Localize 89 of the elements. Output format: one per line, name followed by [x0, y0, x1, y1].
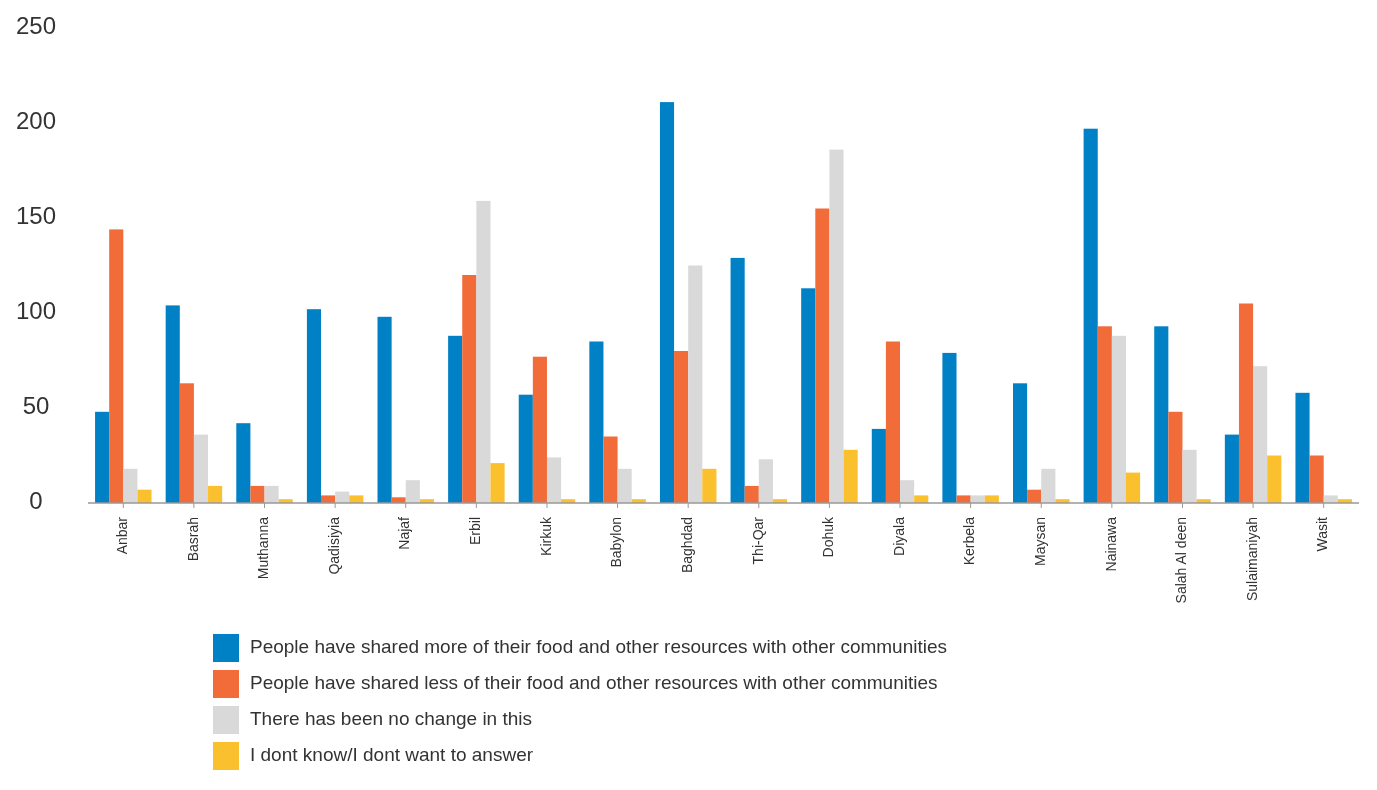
- legend-label: People have shared more of their food and other resources with other communities: [250, 636, 948, 658]
- bar: [871, 428, 886, 503]
- legend-label: There has been no change in this: [250, 708, 533, 730]
- bar: [1323, 495, 1338, 503]
- bar: [462, 275, 477, 503]
- bar: [208, 485, 223, 503]
- bar: [1041, 468, 1056, 503]
- bar: [349, 495, 364, 503]
- bar: [518, 394, 533, 503]
- bar: [829, 149, 844, 503]
- bar: [1125, 472, 1141, 503]
- bar: [744, 485, 759, 503]
- x-tick-label: Babylon: [608, 517, 625, 568]
- bar: [306, 309, 322, 503]
- bar: [532, 356, 547, 503]
- x-tick-label: Baghdad: [678, 517, 695, 574]
- bar: [95, 411, 110, 503]
- x-tick-label: Diyala: [890, 516, 907, 556]
- legend-label: I dont know/I dont want to answer: [250, 744, 534, 766]
- bar: [843, 449, 858, 503]
- legend-label: People have shared less of their food and other resources with other communities: [250, 672, 938, 694]
- bar: [165, 305, 180, 503]
- bar: [659, 102, 675, 503]
- x-tick-label: Thi-Qar: [749, 516, 766, 565]
- y-tick-label: 0: [29, 487, 43, 515]
- bar: [1154, 326, 1169, 503]
- bar: [193, 434, 209, 503]
- x-tick-label: Qadisiyia: [325, 516, 342, 575]
- bar: [1309, 455, 1324, 503]
- bar: [702, 468, 717, 503]
- x-tick-label: Nainawa: [1102, 516, 1119, 572]
- bar: [546, 457, 562, 503]
- bar: [942, 352, 957, 503]
- bar: [730, 257, 745, 503]
- x-tick-label: Salah Al deen: [1173, 517, 1190, 604]
- bar: [885, 341, 901, 503]
- y-tick-label: 250: [15, 12, 57, 40]
- bar: [1013, 383, 1028, 503]
- bar: [1097, 326, 1112, 503]
- y-tick-label: 150: [15, 202, 57, 230]
- x-tick-label: Wasit: [1314, 516, 1331, 552]
- bar: [1267, 455, 1282, 503]
- bar: [674, 351, 689, 503]
- x-tick-label: Maysan: [1031, 517, 1048, 567]
- bar: [688, 265, 703, 503]
- x-tick-label: Sulaimaniyah: [1243, 517, 1260, 602]
- x-tick-label: Dohuk: [820, 516, 837, 558]
- bar: [377, 316, 392, 503]
- bar: [970, 495, 985, 503]
- bar: [250, 485, 265, 503]
- y-tick-label: 200: [15, 107, 57, 135]
- bar: [1224, 434, 1239, 503]
- x-tick-label: Basrah: [184, 517, 201, 562]
- bar: [137, 489, 152, 503]
- bar: [236, 423, 251, 503]
- bar: [405, 480, 420, 503]
- bar: [448, 335, 463, 503]
- x-tick-label: Najaf: [396, 516, 413, 550]
- bar: [801, 288, 816, 503]
- bar: [1238, 303, 1254, 503]
- x-tick-label: Anbar: [114, 516, 131, 555]
- bar: [589, 341, 604, 503]
- bar: [1253, 366, 1268, 503]
- bar: [490, 463, 505, 503]
- y-tick-label: 50: [22, 392, 50, 420]
- bar: [1111, 335, 1126, 503]
- bar: [1295, 392, 1310, 503]
- x-tick-label: Muthanna: [255, 516, 272, 580]
- bar: [603, 436, 618, 503]
- x-tick-label: Kerbela: [961, 516, 978, 566]
- bar: [900, 480, 915, 503]
- bar: [1083, 128, 1098, 503]
- bar: [179, 383, 194, 503]
- x-tick-label: Kirkuk: [537, 516, 554, 556]
- bar: [914, 495, 929, 503]
- bar: [321, 495, 336, 503]
- bar: [1182, 449, 1197, 503]
- bar: [476, 200, 491, 503]
- bar: [956, 495, 971, 503]
- bar: [123, 468, 138, 503]
- bar: [758, 459, 773, 503]
- bar: [815, 208, 830, 503]
- y-tick-label: 100: [15, 297, 57, 325]
- bar: [109, 229, 124, 503]
- bar: [617, 468, 632, 503]
- x-tick-label: Erbil: [467, 517, 484, 546]
- bar: [264, 485, 279, 503]
- bar: [984, 495, 999, 503]
- bar: [1168, 411, 1183, 503]
